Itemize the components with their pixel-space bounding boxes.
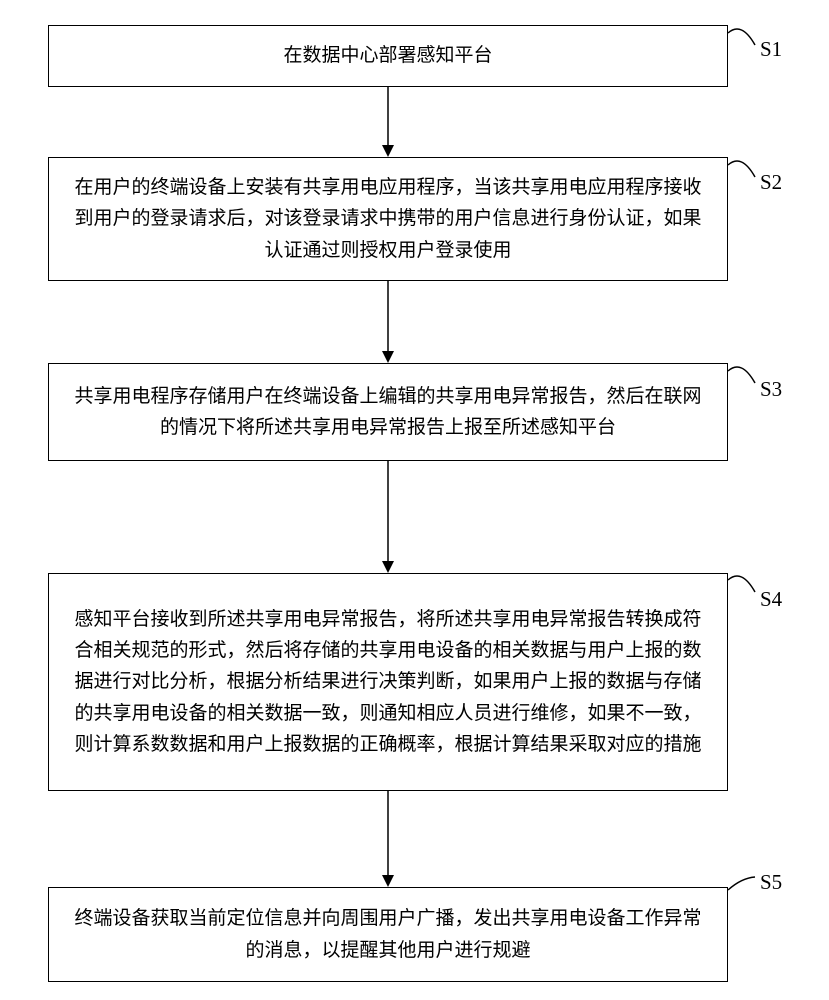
label-connector-s3 — [723, 356, 760, 398]
step-text-s5: 终端设备获取当前定位信息并向周围用户广播，发出共享用电设备工作异常的消息，以提醒… — [69, 903, 707, 966]
step-label-s4: S4 — [760, 587, 782, 612]
arrow-s1-s2 — [378, 87, 398, 157]
arrow-s4-s5 — [378, 791, 398, 887]
label-connector-s4 — [723, 565, 760, 607]
arrow-s2-s3 — [378, 281, 398, 363]
label-connector-s5 — [723, 862, 760, 905]
step-box-s2: 在用户的终端设备上安装有共享用电应用程序，当该共享用电应用程序接收到用户的登录请… — [48, 157, 728, 281]
step-label-s5: S5 — [760, 870, 782, 895]
step-text-s4: 感知平台接收到所述共享用电异常报告，将所述共享用电异常报告转换成符合相关规范的形… — [69, 604, 707, 761]
step-label-s1: S1 — [760, 37, 782, 62]
step-box-s1: 在数据中心部署感知平台 — [48, 25, 728, 87]
step-box-s4: 感知平台接收到所述共享用电异常报告，将所述共享用电异常报告转换成符合相关规范的形… — [48, 573, 728, 791]
step-text-s3: 共享用电程序存储用户在终端设备上编辑的共享用电异常报告，然后在联网的情况下将所述… — [69, 381, 707, 444]
step-label-s2: S2 — [760, 170, 782, 195]
step-box-s3: 共享用电程序存储用户在终端设备上编辑的共享用电异常报告，然后在联网的情况下将所述… — [48, 363, 728, 461]
step-label-s3: S3 — [760, 377, 782, 402]
step-text-s1: 在数据中心部署感知平台 — [69, 40, 707, 71]
step-text-s2: 在用户的终端设备上安装有共享用电应用程序，当该共享用电应用程序接收到用户的登录请… — [69, 172, 707, 266]
label-connector-s2 — [723, 150, 760, 192]
arrow-s3-s4 — [378, 461, 398, 573]
label-connector-s1 — [723, 18, 760, 60]
step-box-s5: 终端设备获取当前定位信息并向周围用户广播，发出共享用电设备工作异常的消息，以提醒… — [48, 887, 728, 982]
